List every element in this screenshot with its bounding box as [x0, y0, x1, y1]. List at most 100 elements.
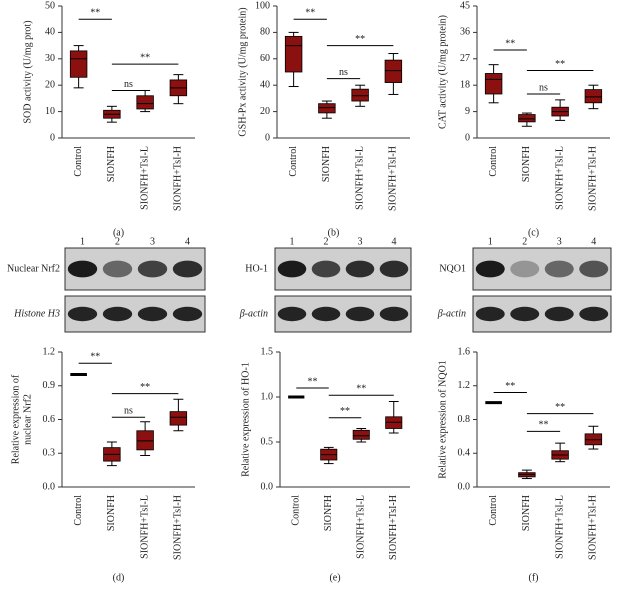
box: [69, 50, 88, 78]
blot-band: [510, 306, 540, 322]
significance-label: **: [305, 7, 315, 18]
x-tick-label: SIONFH+TsI-L: [139, 146, 150, 210]
y-tick-label: 36: [460, 27, 470, 38]
x-tick-label: Control: [73, 146, 84, 177]
y-tick-label: 40: [260, 79, 270, 90]
lane-number: 4: [185, 236, 190, 247]
x-tick-label: SIONFH: [106, 146, 117, 182]
box: [284, 35, 303, 73]
lane-number: 4: [591, 236, 596, 247]
blot-band: [277, 260, 307, 278]
x-tick-label: SIONFH+TsI-H: [173, 146, 184, 211]
lane-number: 3: [557, 236, 562, 247]
significance-label: **: [356, 383, 366, 394]
lane-number: 3: [358, 236, 363, 247]
blot-band: [137, 306, 168, 322]
significance-label: ns: [124, 406, 133, 417]
blot-row-label: Histone H3: [13, 308, 60, 319]
x-tick-label: Control: [288, 146, 299, 177]
panel-label: (d): [113, 572, 125, 583]
y-tick-label: 1.6: [458, 346, 471, 357]
significance-label: **: [140, 382, 150, 393]
x-tick-label: Control: [73, 495, 84, 526]
significance-label: **: [555, 402, 565, 413]
blot-band: [311, 260, 341, 278]
blot-band: [311, 306, 341, 322]
y-axis-label: SOD activity (U/mg prot): [22, 20, 33, 123]
blot-band: [102, 306, 133, 322]
y-tick-label: 1.2: [43, 346, 56, 357]
blot-row-label: Nuclear Nrf2: [7, 263, 60, 274]
blot-band: [544, 306, 574, 322]
blot-band: [345, 260, 375, 278]
y-tick-label: 50: [45, 0, 55, 11]
x-tick-label: SIONFH: [321, 146, 332, 182]
x-tick-label: SIONFH: [521, 146, 532, 182]
y-tick-label: 27: [460, 53, 470, 64]
y-tick-label: 40: [45, 27, 55, 38]
y-tick-label: 20: [260, 106, 270, 117]
y-tick-label: 0: [265, 132, 270, 143]
lane-number: 1: [488, 236, 493, 247]
x-tick-label: SIONFH+TsI-L: [139, 495, 150, 559]
y-tick-label: 1.5: [261, 346, 274, 357]
blot-band: [379, 260, 409, 278]
y-tick-label: 0: [465, 132, 470, 143]
x-tick-label: SIONFH+TsI-H: [588, 495, 599, 560]
lane-number: 1: [290, 236, 295, 247]
blot-band: [544, 260, 574, 278]
blot-band: [475, 260, 505, 278]
significance-label: ns: [124, 79, 133, 90]
blot-band: [510, 260, 540, 278]
significance-label: **: [90, 7, 100, 18]
significance-label: **: [140, 52, 150, 63]
x-tick-label: SIONFH: [521, 495, 532, 531]
x-tick-label: SIONFH+TsI-L: [356, 495, 367, 559]
box: [169, 411, 188, 426]
blot-band: [172, 306, 203, 322]
y-tick-label: 80: [260, 27, 270, 38]
y-axis-label: GSH-Px activity (U/mg protein): [237, 7, 248, 136]
lane-number: 3: [150, 236, 155, 247]
box: [136, 95, 154, 110]
blot-band: [579, 260, 609, 278]
lane-number: 1: [80, 236, 85, 247]
panel-label: (e): [329, 572, 340, 583]
panel-label: (c): [528, 227, 539, 238]
blot-band: [379, 306, 409, 322]
blot-band: [345, 306, 375, 322]
y-tick-label: 0.0: [458, 481, 471, 492]
y-tick-label: 60: [260, 53, 270, 64]
y-tick-label: 0.0: [261, 481, 274, 492]
y-tick-label: 0.4: [458, 448, 471, 459]
y-axis-label: nuclear Nrf2: [22, 394, 33, 445]
y-axis-label: Relative expression of HO-1: [240, 362, 251, 477]
x-tick-label: SIONFH+TsI-H: [173, 495, 184, 560]
box: [352, 429, 370, 440]
y-tick-label: 9: [465, 106, 470, 117]
lane-number: 4: [392, 236, 397, 247]
x-tick-label: SIONFH+TsI-L: [554, 146, 565, 210]
y-tick-label: 1.0: [261, 391, 274, 402]
significance-label: **: [308, 376, 318, 387]
blot-row-label: HO-1: [245, 263, 268, 274]
box: [318, 103, 336, 114]
x-tick-label: SIONFH+TsI-H: [388, 146, 399, 211]
blot-row-label: β-actin: [437, 308, 466, 319]
blot-band: [172, 260, 203, 278]
x-tick-label: SIONFH+TsI-L: [554, 495, 565, 559]
box: [351, 88, 369, 102]
blot-band: [137, 260, 168, 278]
box: [136, 430, 154, 451]
blot-row-label: NQO1: [439, 263, 466, 274]
significance-label: ns: [539, 82, 548, 93]
significance-label: **: [505, 381, 515, 392]
y-tick-label: 0.5: [261, 436, 274, 447]
x-tick-label: SIONFH+TsI-H: [388, 495, 399, 560]
y-tick-label: 0: [50, 132, 55, 143]
significance-label: **: [555, 59, 565, 70]
blot-band: [277, 306, 307, 322]
x-tick-label: SIONFH: [323, 495, 334, 531]
panel-label: (b): [328, 227, 340, 238]
blot-band: [475, 306, 505, 322]
